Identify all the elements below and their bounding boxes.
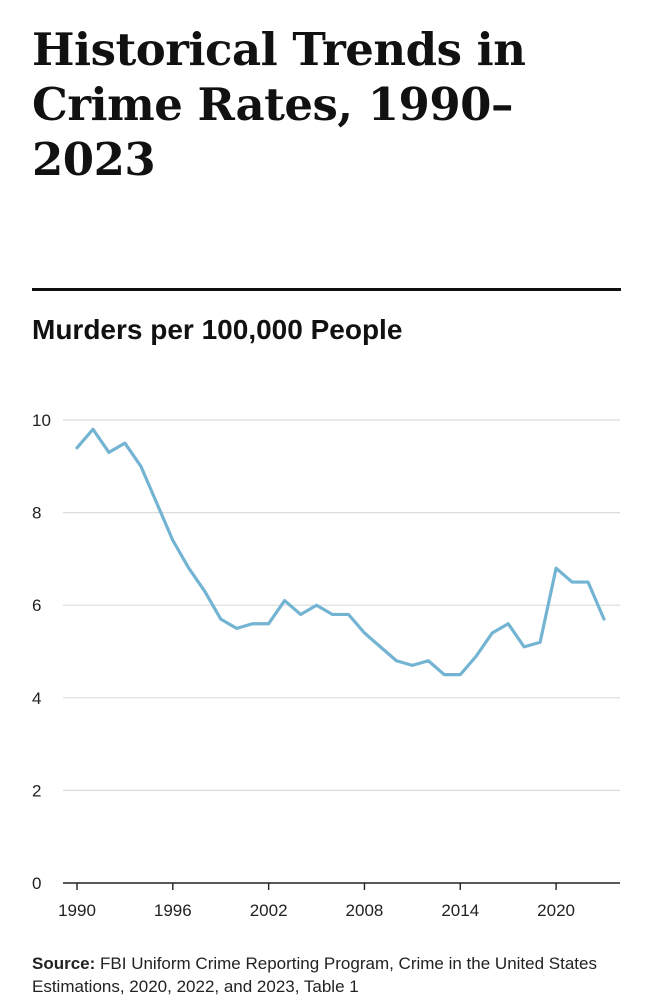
data-point-1998 (203, 590, 206, 593)
data-point-1999 (219, 617, 222, 620)
y-tick-label-10: 10 (32, 411, 51, 430)
data-point-2014 (459, 673, 462, 676)
data-point-2015 (475, 655, 478, 658)
data-point-2008 (363, 631, 366, 634)
data-point-1997 (187, 567, 190, 570)
data-point-2002 (267, 622, 270, 625)
x-tick-label-1996: 1996 (154, 901, 192, 920)
x-tick-label-1990: 1990 (58, 901, 96, 920)
data-point-2016 (491, 631, 494, 634)
source-text: FBI Uniform Crime Reporting Program, Cri… (32, 954, 597, 996)
data-point-1994 (139, 465, 142, 468)
line-chart: 0 2 4 6 8 10 1990 1996 2002 2008 2014 2020 (32, 411, 620, 920)
y-tick-label-2: 2 (32, 781, 41, 800)
data-point-2017 (507, 622, 510, 625)
data-point-2004 (299, 613, 302, 616)
x-tick-label-2014: 2014 (441, 901, 479, 920)
data-point-2019 (539, 641, 542, 644)
data-point-2001 (251, 622, 254, 625)
chart-title: Murders per 100,000 People (32, 314, 403, 345)
data-point-2009 (379, 645, 382, 648)
y-tick-label-0: 0 (32, 874, 41, 893)
data-point-2006 (331, 613, 334, 616)
gridlines (63, 419, 620, 791)
data-point-2000 (235, 627, 238, 630)
data-point-2010 (395, 659, 398, 662)
x-tick-label-2008: 2008 (346, 901, 384, 920)
y-tick-label-6: 6 (32, 596, 41, 615)
data-point-1993 (123, 442, 126, 445)
data-point-2012 (427, 659, 430, 662)
x-axis: 0 2 4 6 8 10 1990 1996 2002 2008 2014 2020 (32, 411, 620, 920)
data-point-2005 (315, 604, 318, 607)
data-point-2011 (411, 664, 414, 667)
data-point-2018 (523, 645, 526, 648)
x-tick-label-2002: 2002 (250, 901, 288, 920)
series-layer (75, 427, 606, 677)
data-point-2003 (283, 599, 286, 602)
title-divider (32, 288, 621, 291)
data-point-2007 (347, 613, 350, 616)
data-point-2023 (602, 617, 605, 620)
data-point-1992 (107, 451, 110, 454)
y-tick-label-8: 8 (32, 504, 41, 523)
data-point-1996 (171, 539, 174, 542)
data-point-2022 (586, 580, 589, 583)
data-point-2013 (443, 673, 446, 676)
page-title: Historical Trends in Crime Rates, 1990–2… (32, 23, 526, 186)
data-point-1995 (155, 502, 158, 505)
data-point-1990 (75, 446, 78, 449)
x-tick-label-2020: 2020 (537, 901, 575, 920)
series-line-0 (75, 427, 606, 677)
source-label: Source: (32, 954, 96, 973)
data-point-2021 (570, 580, 573, 583)
data-point-2020 (554, 567, 557, 570)
y-tick-label-4: 4 (32, 689, 41, 708)
data-point-1991 (91, 428, 94, 431)
source-note: Source: FBI Uniform Crime Reporting Prog… (32, 952, 632, 998)
